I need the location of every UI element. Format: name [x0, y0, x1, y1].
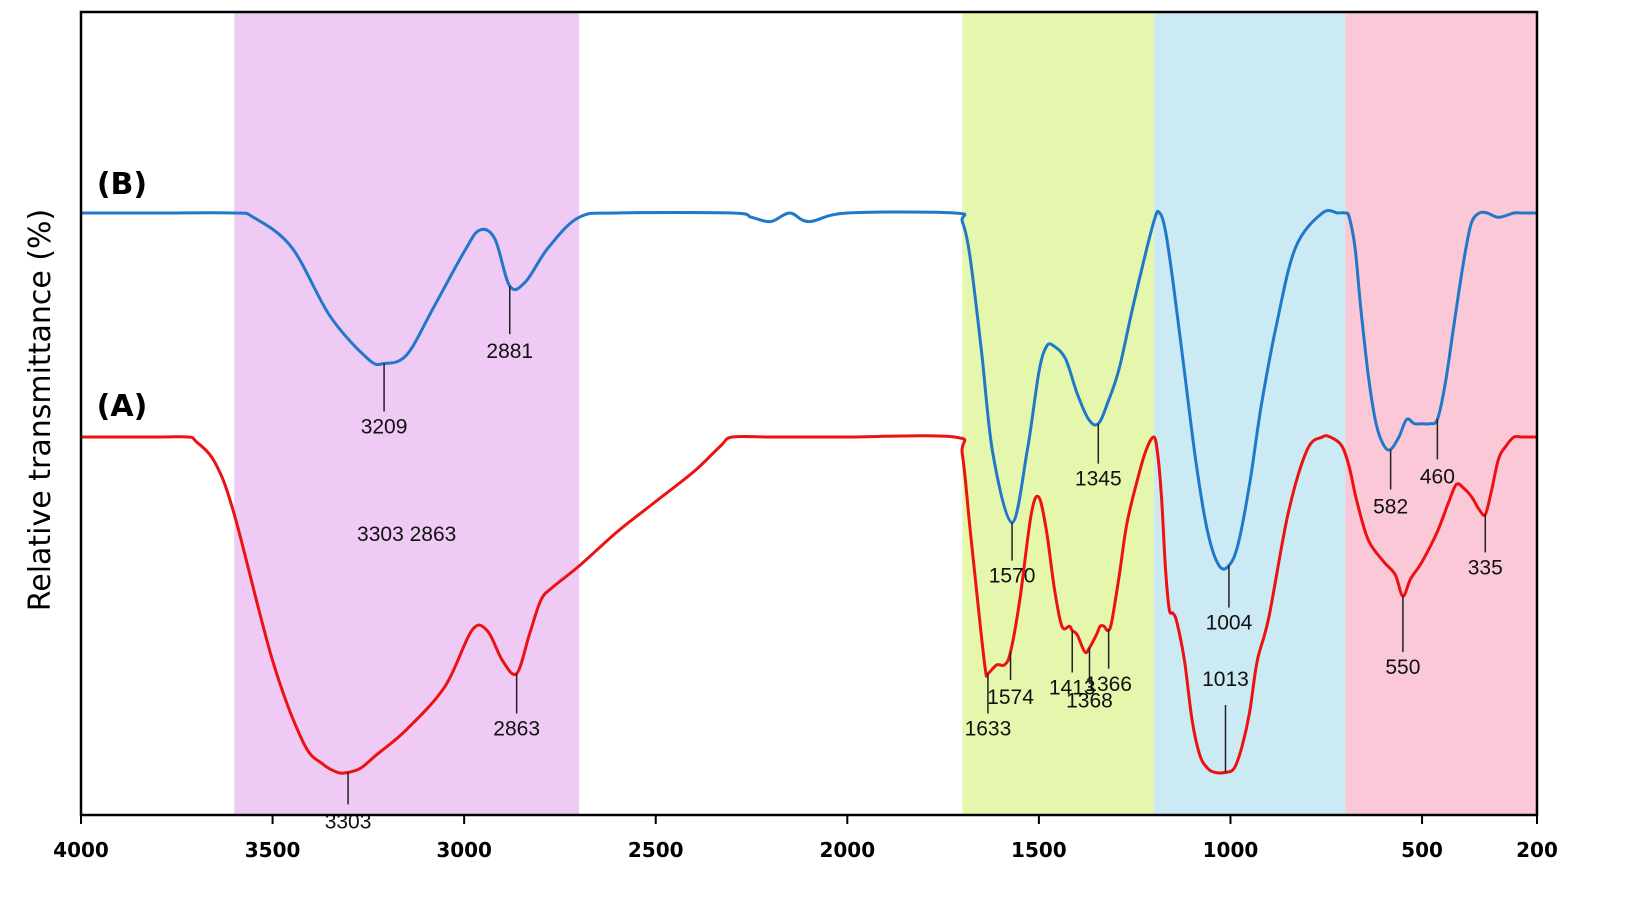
x-tick-label: 2500 — [628, 838, 684, 862]
series-label-a: (A) — [97, 389, 148, 424]
peak-label: 1345 — [1075, 468, 1122, 491]
spectrum-traces: (B) (A) — [81, 167, 1537, 775]
x-tick-label: 4000 — [53, 838, 109, 862]
peak-label: 335 — [1468, 556, 1503, 579]
peak-label: 2863 — [493, 718, 540, 741]
shaded-region-4 — [1345, 12, 1537, 815]
peak-label: 1368 — [1066, 690, 1113, 713]
shaded-region-3 — [1153, 12, 1346, 815]
x-tick-label: 200 — [1516, 838, 1558, 862]
peak-label: 3209 — [361, 416, 408, 439]
x-tick-label: 1500 — [1011, 838, 1067, 862]
series-label-b: (B) — [97, 167, 147, 202]
shaded-regions — [234, 12, 1537, 815]
plot-frame — [79, 10, 1539, 817]
peak-label: 550 — [1385, 656, 1420, 679]
peak-label: 1570 — [989, 565, 1036, 588]
x-tick-label: 3000 — [436, 838, 492, 862]
axes: 4000 3500 3000 2500 2000 1500 1000 500 200 — [53, 10, 1558, 862]
peak-label: 1574 — [987, 686, 1034, 709]
floating-peak-label: 3303 2863 — [357, 523, 456, 546]
y-axis-title: Relative transmittance (%) — [23, 209, 58, 612]
peak-label: 582 — [1373, 496, 1408, 519]
peak-label: 1366 — [1085, 673, 1132, 696]
peak-label: 2881 — [486, 340, 533, 363]
peak-label: 1413 — [1049, 677, 1096, 700]
x-tick-label: 2000 — [819, 838, 875, 862]
x-tick-label: 1000 — [1203, 838, 1259, 862]
shaded-region-2 — [962, 12, 1154, 815]
series-line-a — [81, 434, 1537, 775]
peak-label: 460 — [1420, 465, 1455, 488]
peak-label: 1633 — [965, 718, 1012, 741]
x-tick-label: 3500 — [245, 838, 301, 862]
peak-label: 1013 — [1202, 668, 1249, 691]
x-tick-label: 500 — [1401, 838, 1443, 862]
shaded-region-1 — [234, 12, 580, 815]
peak-label: 1004 — [1206, 612, 1253, 635]
series-line-b — [81, 208, 1537, 571]
